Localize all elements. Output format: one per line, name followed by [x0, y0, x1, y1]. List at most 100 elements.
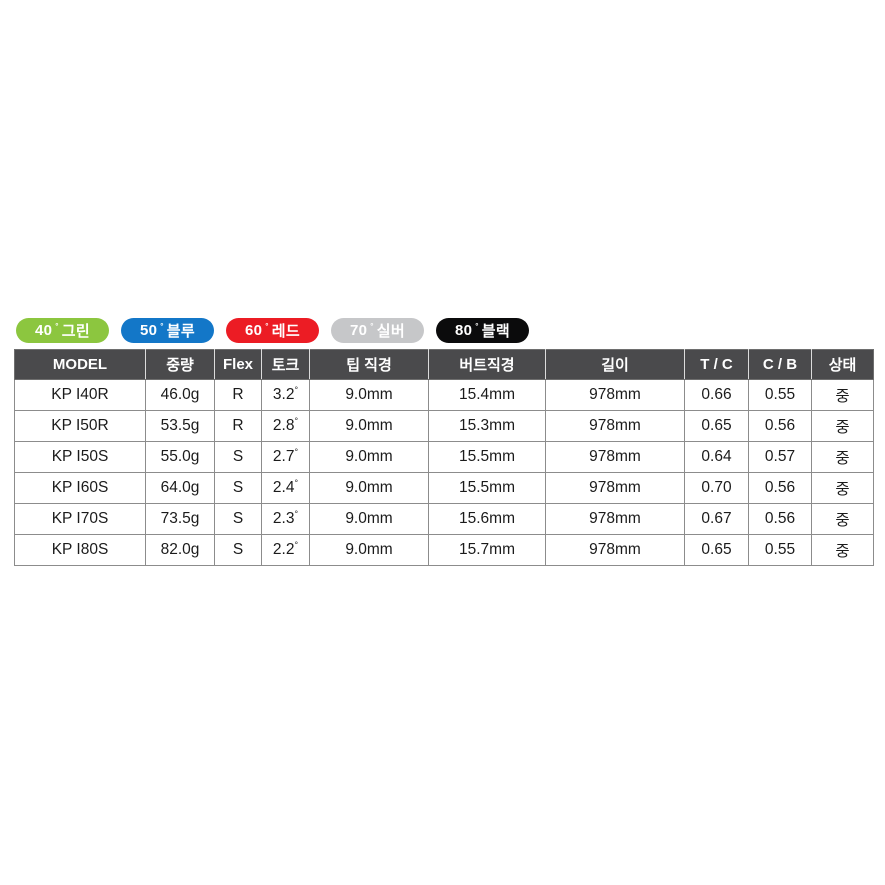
badge-label: 블랙 — [481, 323, 510, 340]
cell-weight: 73.5g — [145, 503, 215, 535]
badge-label: 레드 — [271, 323, 300, 340]
cell-length: 978mm — [545, 503, 685, 535]
cell-length: 978mm — [545, 410, 685, 442]
degree-icon: ° — [294, 384, 299, 395]
cell-status: 중 — [811, 379, 874, 411]
col-header-status: 상태 — [811, 349, 874, 380]
cell-cb: 0.55 — [748, 534, 812, 566]
degree-icon: ° — [294, 539, 299, 550]
degree-dot-icon: ° — [370, 322, 374, 331]
cell-torque: 2.2° — [261, 534, 310, 566]
cell-butt-diameter: 15.5mm — [428, 441, 546, 473]
degree-icon: ° — [294, 477, 299, 488]
cell-model: KP I70S — [14, 503, 146, 535]
shaft-spec-table: MODEL 중량 Flex 토크 팁 직경 버트직경 길이 T / C C / … — [14, 349, 874, 566]
table-row: KP I60S 64.0g S 2.4° 9.0mm 15.5mm 978mm … — [14, 472, 874, 504]
badge-degree: 80 — [455, 322, 473, 339]
cell-tc: 0.70 — [684, 472, 749, 504]
cell-weight: 82.0g — [145, 534, 215, 566]
cell-tc: 0.65 — [684, 534, 749, 566]
col-header-length: 길이 — [545, 349, 685, 380]
cell-flex: S — [214, 534, 262, 566]
cell-butt-diameter: 15.7mm — [428, 534, 546, 566]
col-header-butt-diameter: 버트직경 — [428, 349, 546, 380]
cell-tip-diameter: 9.0mm — [309, 472, 429, 504]
badge-70-silver: 70 ° 실버 — [331, 318, 424, 343]
cell-cb: 0.56 — [748, 472, 812, 504]
cell-model: KP I50S — [14, 441, 146, 473]
cell-status: 중 — [811, 441, 874, 473]
cell-cb: 0.56 — [748, 503, 812, 535]
degree-dot-icon: ° — [265, 322, 269, 331]
cell-weight: 46.0g — [145, 379, 215, 411]
cell-butt-diameter: 15.4mm — [428, 379, 546, 411]
badge-degree: 40 — [35, 322, 53, 339]
cell-flex: S — [214, 472, 262, 504]
cell-tc: 0.64 — [684, 441, 749, 473]
cell-butt-diameter: 15.5mm — [428, 472, 546, 504]
cell-model: KP I50R — [14, 410, 146, 442]
cell-butt-diameter: 15.6mm — [428, 503, 546, 535]
cell-torque: 2.3° — [261, 503, 310, 535]
degree-icon: ° — [294, 508, 299, 519]
cell-flex: S — [214, 503, 262, 535]
cell-model: KP I80S — [14, 534, 146, 566]
degree-dot-icon: ° — [160, 322, 164, 331]
badge-label: 그린 — [61, 323, 90, 340]
badge-degree: 50 — [140, 322, 158, 339]
cell-cb: 0.56 — [748, 410, 812, 442]
col-header-tc: T / C — [684, 349, 749, 380]
cell-tip-diameter: 9.0mm — [309, 410, 429, 442]
cell-torque: 3.2° — [261, 379, 310, 411]
col-header-flex: Flex — [214, 349, 262, 380]
degree-icon: ° — [294, 446, 299, 457]
degree-dot-icon: ° — [475, 322, 479, 331]
badge-label: 실버 — [376, 323, 405, 340]
cell-weight: 55.0g — [145, 441, 215, 473]
cell-cb: 0.55 — [748, 379, 812, 411]
cell-model: KP I40R — [14, 379, 146, 411]
col-header-torque: 토크 — [261, 349, 310, 380]
cell-weight: 53.5g — [145, 410, 215, 442]
col-header-cb: C / B — [748, 349, 812, 380]
cell-tc: 0.66 — [684, 379, 749, 411]
spec-sheet: 40 ° 그린 50 ° 블루 60 ° 레드 70 ° 실버 80 ° — [14, 318, 874, 566]
table-row: KP I50S 55.0g S 2.7° 9.0mm 15.5mm 978mm … — [14, 441, 874, 473]
cell-length: 978mm — [545, 379, 685, 411]
cell-tip-diameter: 9.0mm — [309, 503, 429, 535]
cell-torque: 2.7° — [261, 441, 310, 473]
badge-40-green: 40 ° 그린 — [16, 318, 109, 343]
cell-torque: 2.8° — [261, 410, 310, 442]
badge-degree: 60 — [245, 322, 263, 339]
badge-50-blue: 50 ° 블루 — [121, 318, 214, 343]
cell-tc: 0.67 — [684, 503, 749, 535]
col-header-tip-diameter: 팁 직경 — [309, 349, 429, 380]
table-row: KP I50R 53.5g R 2.8° 9.0mm 15.3mm 978mm … — [14, 410, 874, 442]
loft-color-legend: 40 ° 그린 50 ° 블루 60 ° 레드 70 ° 실버 80 ° — [16, 318, 874, 343]
badge-80-black: 80 ° 블랙 — [436, 318, 529, 343]
cell-torque: 2.4° — [261, 472, 310, 504]
cell-tip-diameter: 9.0mm — [309, 379, 429, 411]
cell-length: 978mm — [545, 534, 685, 566]
cell-tip-diameter: 9.0mm — [309, 441, 429, 473]
cell-status: 중 — [811, 503, 874, 535]
cell-cb: 0.57 — [748, 441, 812, 473]
cell-status: 중 — [811, 472, 874, 504]
badge-60-red: 60 ° 레드 — [226, 318, 319, 343]
cell-flex: R — [214, 410, 262, 442]
cell-flex: S — [214, 441, 262, 473]
table-row: KP I40R 46.0g R 3.2° 9.0mm 15.4mm 978mm … — [14, 379, 874, 411]
badge-degree: 70 — [350, 322, 368, 339]
degree-dot-icon: ° — [55, 322, 59, 331]
cell-butt-diameter: 15.3mm — [428, 410, 546, 442]
cell-flex: R — [214, 379, 262, 411]
cell-status: 중 — [811, 534, 874, 566]
cell-length: 978mm — [545, 441, 685, 473]
cell-tc: 0.65 — [684, 410, 749, 442]
col-header-model: MODEL — [14, 349, 146, 380]
badge-label: 블루 — [166, 323, 195, 340]
table-header-row: MODEL 중량 Flex 토크 팁 직경 버트직경 길이 T / C C / … — [14, 349, 874, 380]
degree-icon: ° — [294, 415, 299, 426]
cell-status: 중 — [811, 410, 874, 442]
